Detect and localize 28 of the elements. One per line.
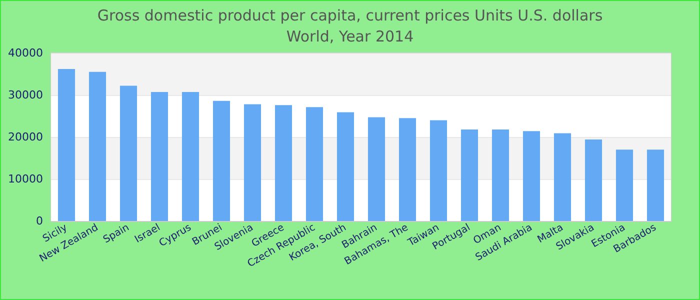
bar [88,72,106,221]
bar [58,68,76,221]
chart-subtitle: World, Year 2014 [286,28,414,46]
bar [646,150,664,221]
bar [584,140,602,221]
bar [244,104,262,221]
bar [554,133,572,221]
y-tick-label: 10000 [8,172,43,186]
bar [430,120,448,221]
y-tick-label: 30000 [8,88,43,102]
bar [182,92,200,221]
bar [368,117,386,221]
x-tick-label: Spain [102,222,132,246]
bar [398,118,416,221]
bar [306,107,324,221]
bar [492,129,510,221]
bar [150,92,168,221]
y-tick-label: 20000 [8,130,43,144]
y-tick-label: 0 [36,214,43,228]
bar [616,150,634,221]
bar [336,112,354,221]
bar [120,86,138,221]
bar [274,105,292,221]
bar [212,100,230,221]
bar [460,129,478,221]
y-tick-label: 40000 [8,46,43,60]
chart-title: Gross domestic product per capita, current prices Units U.S. dollars [97,6,603,24]
bar [522,131,540,221]
